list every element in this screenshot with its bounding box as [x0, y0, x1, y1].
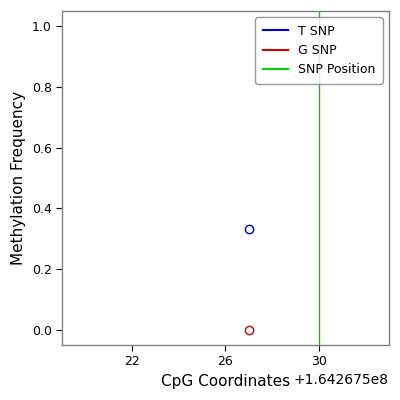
X-axis label: CpG Coordinates: CpG Coordinates — [161, 374, 290, 389]
Legend: T SNP, G SNP, SNP Position: T SNP, G SNP, SNP Position — [255, 17, 383, 84]
Y-axis label: Methylation Frequency: Methylation Frequency — [11, 91, 26, 265]
